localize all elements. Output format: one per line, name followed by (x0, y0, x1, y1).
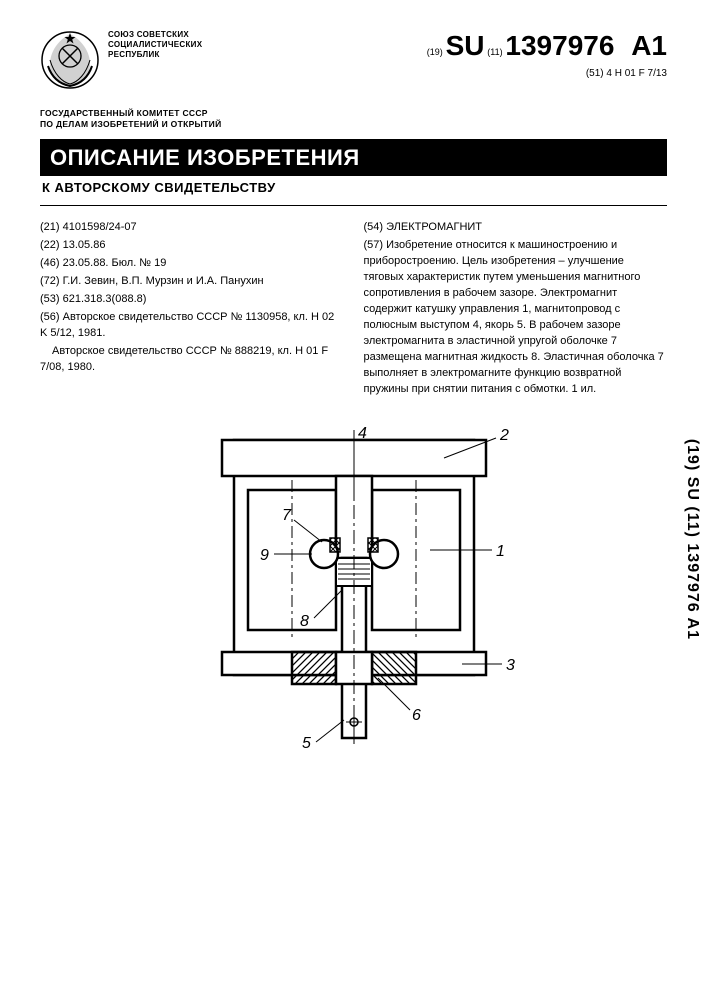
field-56a: (56) Авторское свидетельство СССР № 1130… (40, 310, 344, 342)
ussr-emblem-icon (40, 30, 100, 90)
divider (40, 205, 667, 206)
field-46: (46) 23.05.88. Бюл. № 19 (40, 256, 344, 272)
class-code: H 01 F 7/13 (615, 68, 667, 79)
field-56b: Авторское свидетельство СССР № 888219, к… (40, 344, 344, 376)
doc-kind: A1 (631, 30, 667, 61)
country-code: SU (446, 30, 485, 61)
subtitle: К АВТОРСКОМУ СВИДЕТЕЛЬСТВУ (42, 180, 667, 195)
callout-5: 5 (302, 735, 311, 750)
callout-4: 4 (358, 425, 367, 442)
callout-6: 6 (412, 707, 421, 724)
patent-number: 1397976 (505, 30, 614, 61)
ussr-line3: РЕСПУБЛИК (108, 50, 202, 60)
field-21: (21) 4101598/24-07 (40, 220, 344, 236)
ussr-label: СОЮЗ СОВЕТСКИХ СОЦИАЛИСТИЧЕСКИХ РЕСПУБЛИ… (108, 30, 202, 60)
committee-line1: ГОСУДАРСТВЕННЫЙ КОМИТЕТ СССР (40, 108, 667, 119)
callout-3: 3 (506, 657, 515, 674)
side-doc-number: (19) SU (11) 1397976 A1 (683, 439, 701, 640)
left-column: (21) 4101598/24-07 (22) 13.05.86 (46) 23… (40, 220, 344, 399)
committee-label: ГОСУДАРСТВЕННЫЙ КОМИТЕТ СССР ПО ДЕЛАМ ИЗ… (40, 108, 667, 129)
callout-9: 9 (260, 547, 269, 564)
prefix-11: (11) (487, 47, 502, 57)
callout-7: 7 (282, 507, 292, 524)
title-block: ОПИСАНИЕ ИЗОБРЕТЕНИЯ (40, 139, 667, 176)
right-column: (54) ЭЛЕКТРОМАГНИТ (57) Изобретение отно… (364, 220, 668, 399)
callout-2: 2 (499, 427, 509, 444)
class-prefix: (51) 4 (586, 68, 612, 79)
callout-1: 1 (496, 543, 505, 560)
electromagnet-diagram-icon: 1 2 3 4 5 6 7 8 9 (174, 420, 534, 750)
bibliographic-columns: (21) 4101598/24-07 (22) 13.05.86 (46) 23… (40, 220, 667, 399)
technical-figure: 1 2 3 4 5 6 7 8 9 (40, 420, 667, 750)
field-72: (72) Г.И. Зевин, В.П. Мурзин и И.А. Пану… (40, 274, 344, 290)
page-title: ОПИСАНИЕ ИЗОБРЕТЕНИЯ (50, 145, 657, 171)
ussr-line1: СОЮЗ СОВЕТСКИХ (108, 30, 202, 40)
field-22: (22) 13.05.86 (40, 238, 344, 254)
callout-8: 8 (300, 613, 309, 630)
field-54: (54) ЭЛЕКТРОМАГНИТ (364, 220, 668, 236)
field-57: (57) Изобретение относится к машинострое… (364, 238, 668, 397)
prefix-19: (19) (427, 47, 443, 57)
committee-line2: ПО ДЕЛАМ ИЗОБРЕТЕНИЙ И ОТКРЫТИЙ (40, 119, 667, 130)
doc-number-block: (19) SU (11) 1397976 A1 (51) 4 H 01 F 7/… (427, 30, 667, 79)
ussr-line2: СОЦИАЛИСТИЧЕСКИХ (108, 40, 202, 50)
header-row: СОЮЗ СОВЕТСКИХ СОЦИАЛИСТИЧЕСКИХ РЕСПУБЛИ… (40, 30, 667, 90)
field-53: (53) 621.318.3(088.8) (40, 292, 344, 308)
